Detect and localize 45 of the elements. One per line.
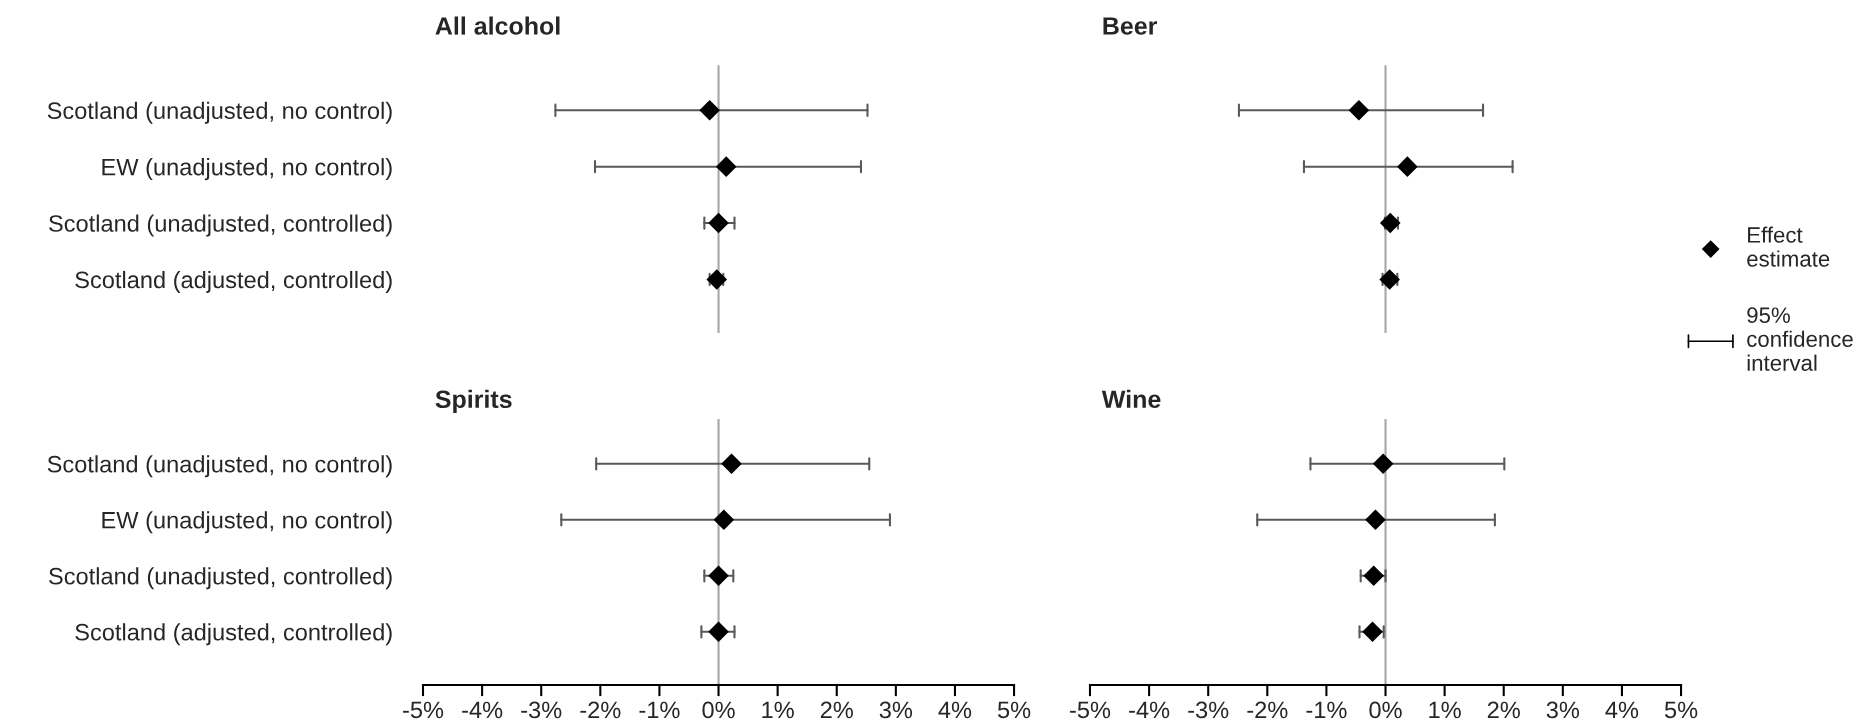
x-tick-label: 5% xyxy=(997,701,1031,719)
x-tick-label: 1% xyxy=(762,701,794,719)
chart-title: Spirits xyxy=(435,389,512,414)
x-tick-label: -5% xyxy=(1070,701,1111,719)
x-tick-label: -4% xyxy=(1129,701,1170,719)
x-tick-label: 3% xyxy=(1546,701,1580,719)
y-tick-label: Scotland (unadjusted, controlled) xyxy=(49,567,392,590)
point xyxy=(1365,509,1386,531)
point xyxy=(1362,621,1383,643)
point xyxy=(1372,453,1394,475)
x-tick-label: 4% xyxy=(1605,701,1639,719)
y-tick-label: Scotland (adjusted, controlled) xyxy=(75,270,392,293)
x-tick-label: -3% xyxy=(1188,701,1229,719)
x-tick-label: -2% xyxy=(580,701,621,719)
x-tick-label: 2% xyxy=(1487,701,1520,719)
point xyxy=(708,212,729,234)
y-tick-label: Scotland (adjusted, controlled) xyxy=(75,623,392,646)
point xyxy=(699,99,720,121)
x-tick-label: -4% xyxy=(462,701,503,719)
y-tick-label: Scotland (unadjusted, controlled) xyxy=(49,214,392,237)
x-tick-label: 2% xyxy=(820,701,853,719)
x-tick-label: 5% xyxy=(1664,701,1698,719)
x-tick-label: -5% xyxy=(403,701,444,719)
point xyxy=(1363,565,1384,587)
x-tick-label: 0% xyxy=(702,701,735,719)
point xyxy=(715,156,737,177)
point xyxy=(1397,156,1418,177)
y-tick-label: Scotland (unadjusted, no control) xyxy=(47,455,392,478)
y-tick-label: EW (unadjusted, no control) xyxy=(102,511,392,534)
y-tick-label: Scotland (unadjusted, no control) xyxy=(47,101,392,124)
x-tick-label: -1% xyxy=(639,701,680,719)
x-tick-label: -2% xyxy=(1247,701,1288,719)
point xyxy=(1348,99,1370,121)
chart-title: Wine xyxy=(1101,389,1161,409)
chart-title: Beer xyxy=(1103,17,1158,35)
x-tick-label: -3% xyxy=(521,701,562,719)
chart-title: All alcohol xyxy=(435,16,560,35)
x-tick-label: 4% xyxy=(938,701,972,719)
x-tick-label: 1% xyxy=(1429,701,1461,719)
legend-label: Effect estimate xyxy=(1747,226,1830,267)
x-tick-label: 3% xyxy=(879,701,913,719)
y-tick-label: EW (unadjusted, no control) xyxy=(102,158,392,181)
x-tick-label: 0% xyxy=(1369,701,1402,719)
x-tick-label: -1% xyxy=(1306,701,1347,719)
text: 95% confidence interval xyxy=(1747,307,1853,371)
